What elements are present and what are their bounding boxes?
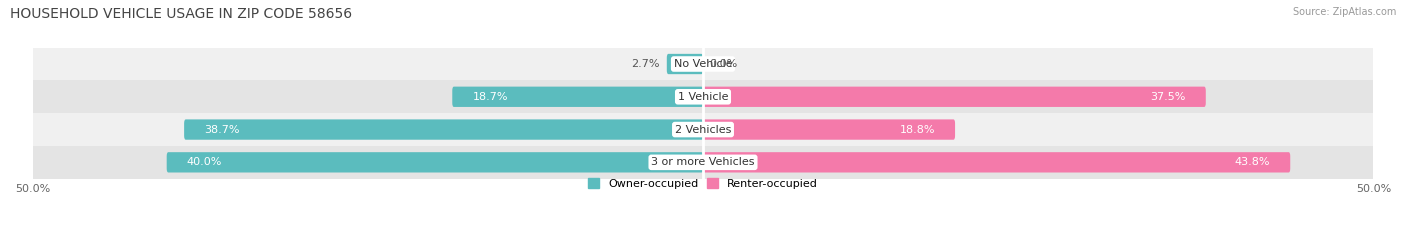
Text: 43.8%: 43.8%: [1234, 157, 1270, 167]
Text: 18.8%: 18.8%: [900, 125, 935, 135]
Bar: [32, 48, 1374, 80]
FancyBboxPatch shape: [703, 87, 1206, 107]
Text: 40.0%: 40.0%: [187, 157, 222, 167]
FancyBboxPatch shape: [703, 152, 1291, 172]
Legend: Owner-occupied, Renter-occupied: Owner-occupied, Renter-occupied: [588, 178, 818, 189]
Bar: [32, 146, 1374, 179]
Text: No Vehicle: No Vehicle: [673, 59, 733, 69]
Text: 38.7%: 38.7%: [204, 125, 240, 135]
FancyBboxPatch shape: [167, 152, 703, 172]
Text: HOUSEHOLD VEHICLE USAGE IN ZIP CODE 58656: HOUSEHOLD VEHICLE USAGE IN ZIP CODE 5865…: [10, 7, 352, 21]
Text: 1 Vehicle: 1 Vehicle: [678, 92, 728, 102]
FancyBboxPatch shape: [703, 119, 955, 140]
Text: 18.7%: 18.7%: [472, 92, 508, 102]
Text: 0.0%: 0.0%: [710, 59, 738, 69]
FancyBboxPatch shape: [184, 119, 703, 140]
Text: 3 or more Vehicles: 3 or more Vehicles: [651, 157, 755, 167]
Text: 2 Vehicles: 2 Vehicles: [675, 125, 731, 135]
Bar: [32, 113, 1374, 146]
FancyBboxPatch shape: [453, 87, 703, 107]
Text: Source: ZipAtlas.com: Source: ZipAtlas.com: [1292, 7, 1396, 17]
Text: 37.5%: 37.5%: [1150, 92, 1185, 102]
FancyBboxPatch shape: [666, 54, 703, 74]
Text: 2.7%: 2.7%: [631, 59, 659, 69]
Bar: [32, 80, 1374, 113]
